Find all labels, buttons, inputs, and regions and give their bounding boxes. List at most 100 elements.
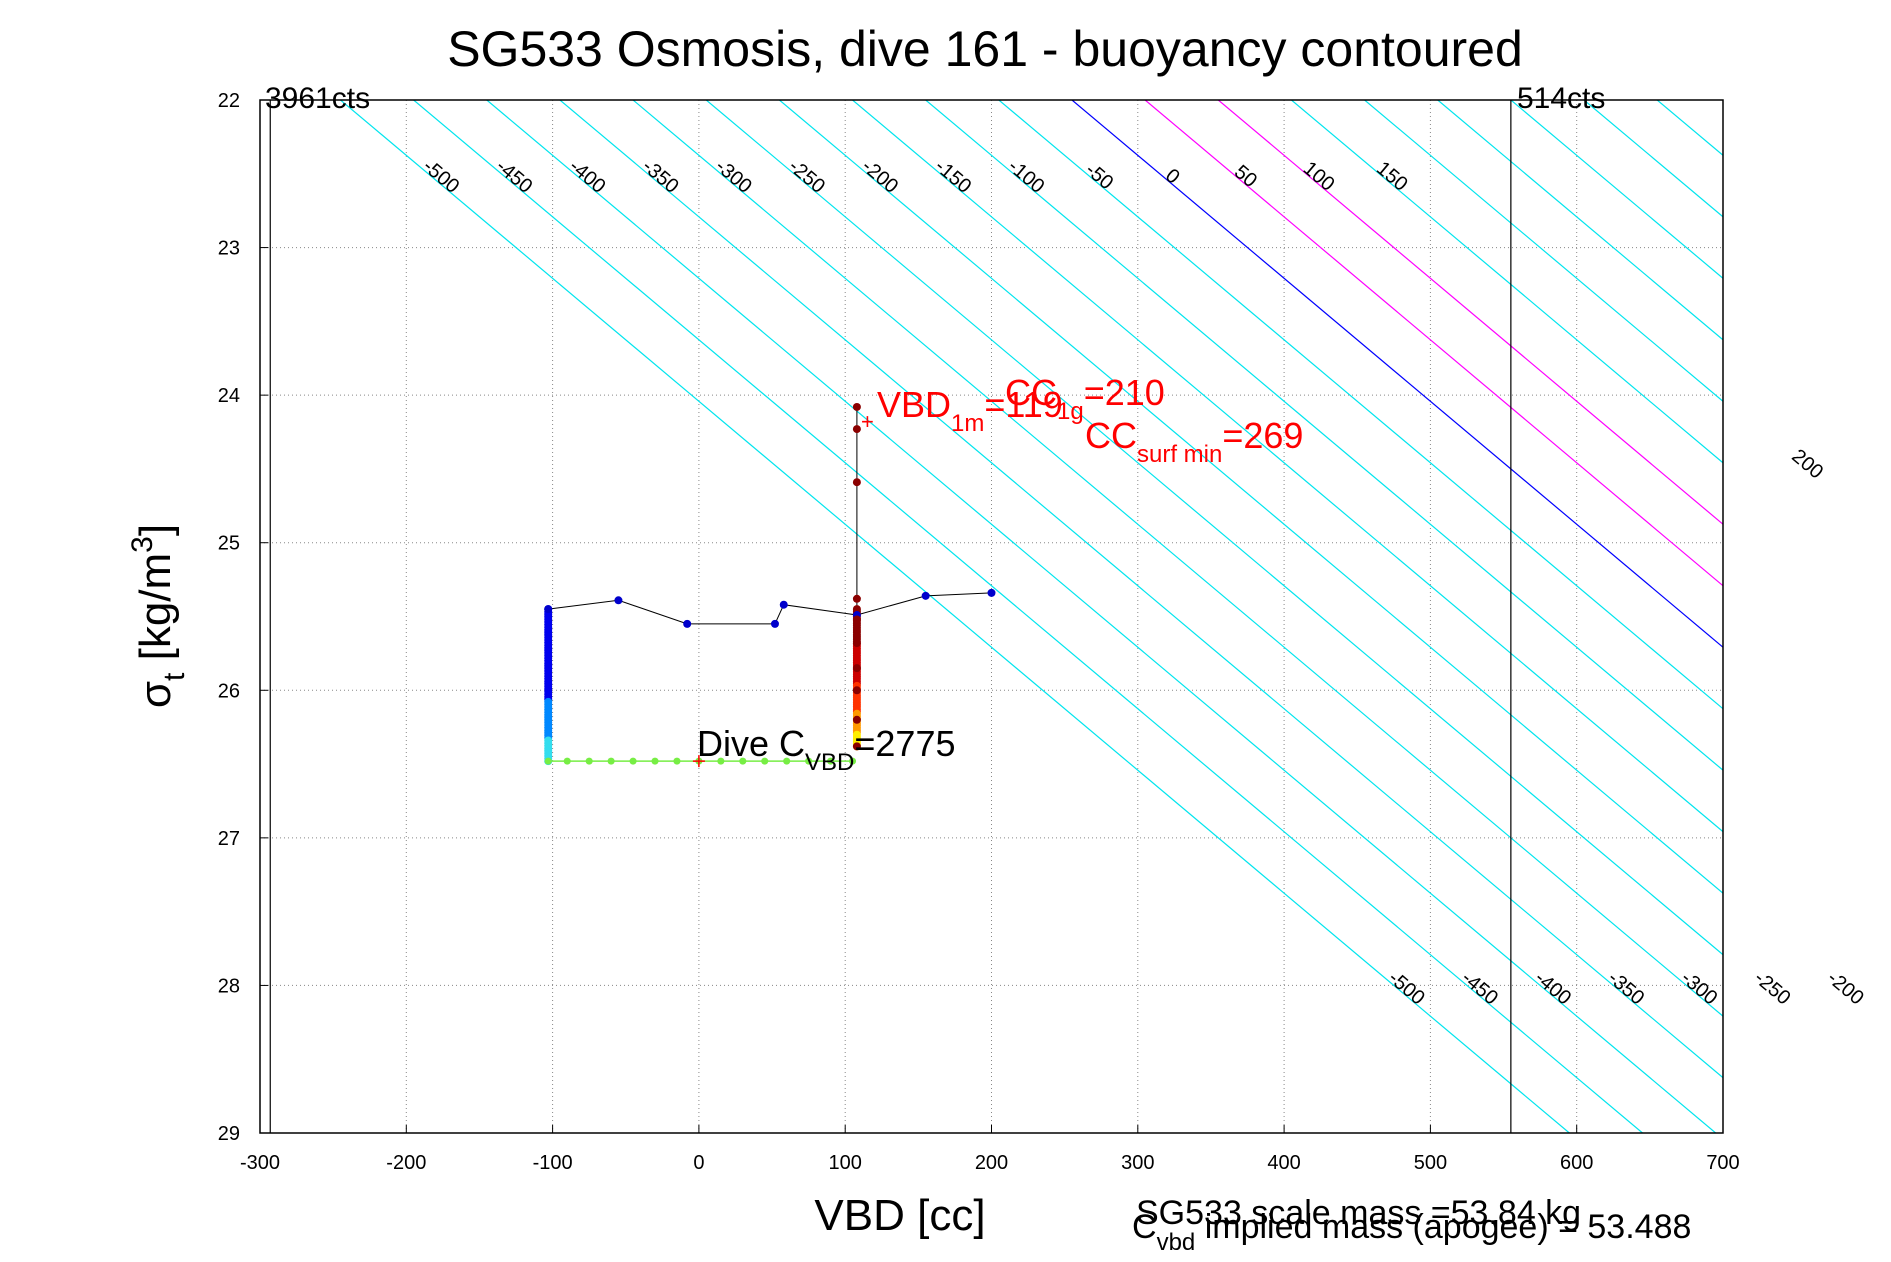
y-tick-label: 27 (218, 828, 240, 850)
buoyancy-contours (340, 100, 1723, 1133)
implied-mass-note: Cvbd implied mass (apogee) = 53.488 (1132, 1208, 1691, 1256)
contour-line (632, 100, 1723, 1017)
climb-point (852, 664, 861, 673)
climb-point (852, 425, 861, 434)
contour-line (559, 100, 1723, 1079)
apogee-point (651, 757, 659, 765)
x-tick-label: -300 (240, 1152, 280, 1174)
contour-label: -200 (857, 155, 902, 198)
contour-label: -150 (931, 155, 976, 198)
contour-label: -400 (565, 155, 610, 198)
contour-line (1437, 100, 1723, 341)
apogee-point (849, 757, 857, 765)
vbd-1m-annotation: VBD1m=119 (877, 384, 1063, 437)
x-tick-label: 700 (1706, 1152, 1739, 1174)
x-tick-label: 200 (975, 1152, 1008, 1174)
contour-label: -300 (1677, 967, 1722, 1010)
cc-surf-min-annotation: CCsurf min=269 (1085, 415, 1303, 468)
contour-label: -500 (418, 155, 463, 198)
x-tick-label: 600 (1560, 1152, 1593, 1174)
x-axis-label: VBD [cc] (814, 1191, 985, 1240)
data-series (544, 402, 996, 768)
dive-point (770, 619, 779, 628)
vbd-1m-marker: + (861, 409, 874, 434)
contour-label: -450 (1457, 967, 1502, 1010)
top-left-counts: 3961cts (265, 82, 370, 115)
grid (260, 100, 1723, 1133)
contour-line (1364, 100, 1723, 403)
y-tick-label: 25 (218, 533, 240, 555)
contour-line (413, 100, 1643, 1133)
apogee-point (805, 757, 813, 765)
top-right-counts: 514cts (1517, 82, 1605, 115)
contour-label: -500 (1384, 967, 1429, 1010)
scale-mass-note: SG533 scale mass =53.84 kg (1136, 1194, 1581, 1232)
climb-point (852, 615, 861, 624)
axis-ticks: -300 -200 -100 0 100 200 300 400 500 600 700222324… (218, 90, 1740, 1174)
apogee-point (717, 757, 725, 765)
count-limit-lines (269, 100, 1512, 1133)
contour-line (486, 100, 1717, 1133)
apogee-point (544, 757, 552, 765)
dive-track (548, 592, 992, 625)
climb-point (852, 478, 861, 487)
climb-point (852, 742, 861, 751)
contour-label: -350 (638, 155, 683, 198)
x-tick-label: 0 (693, 1152, 704, 1174)
contour-label: -450 (492, 155, 537, 198)
x-tick-label: 300 (1121, 1152, 1154, 1174)
climb-point (852, 402, 861, 411)
climb-point (852, 594, 861, 603)
apogee-point (827, 757, 835, 765)
contour-line (998, 100, 1723, 710)
dive-c-vbd-annotation: Dive CVBD=2775 (697, 723, 956, 776)
climb-point (852, 686, 861, 695)
x-tick-label: 500 (1414, 1152, 1447, 1174)
contour-line (1510, 100, 1723, 280)
dive-point (921, 591, 930, 600)
y-tick-label: 29 (218, 1123, 240, 1145)
contour-line (705, 100, 1723, 956)
contour-label: 50 (1230, 161, 1261, 192)
dive-point (987, 588, 996, 597)
climb-point (852, 639, 861, 648)
contour-label: -100 (1004, 155, 1049, 198)
apogee-point (607, 757, 615, 765)
contour-label: -300 (711, 155, 756, 198)
x-tick-label: 100 (829, 1152, 862, 1174)
contour-label: 0 (1161, 165, 1184, 189)
contour-labels: -500 -450 -400 -350 -300 -250 -200 -150 -100 -50 0… (418, 155, 1868, 1010)
cc-1g-annotation: CC1g=210 (1005, 372, 1165, 425)
contour-label: -200 (1823, 967, 1868, 1010)
contour-line (852, 100, 1723, 833)
apogee-point (629, 757, 637, 765)
contour-line (340, 100, 1570, 1133)
y-tick-label: 22 (218, 90, 240, 112)
dive-point (614, 596, 623, 605)
dive-point (779, 600, 788, 609)
apogee-point (761, 757, 769, 765)
contour-line (1291, 100, 1723, 464)
apogee-point (673, 757, 681, 765)
climb-point (852, 715, 861, 724)
apogee-point (585, 757, 593, 765)
x-tick-label: -100 (533, 1152, 573, 1174)
contour-line (1144, 100, 1723, 587)
apogee-point (739, 757, 747, 765)
x-tick-label: -200 (386, 1152, 426, 1174)
contour-label: -250 (1750, 967, 1795, 1010)
contour-label: 150 (1372, 157, 1412, 195)
y-tick-label: 26 (218, 680, 240, 702)
apogee-point (563, 757, 571, 765)
contour-label: 200 (1787, 445, 1827, 483)
contour-label: -250 (784, 155, 829, 198)
contour-label: -50 (1081, 159, 1117, 194)
y-tick-label: 23 (218, 238, 240, 260)
x-tick-label: 400 (1267, 1152, 1300, 1174)
contour-line (1071, 100, 1723, 649)
contour-label: 100 (1299, 157, 1339, 195)
apogee-point (783, 757, 791, 765)
dive-point (544, 605, 553, 614)
y-tick-label: 28 (218, 975, 240, 997)
